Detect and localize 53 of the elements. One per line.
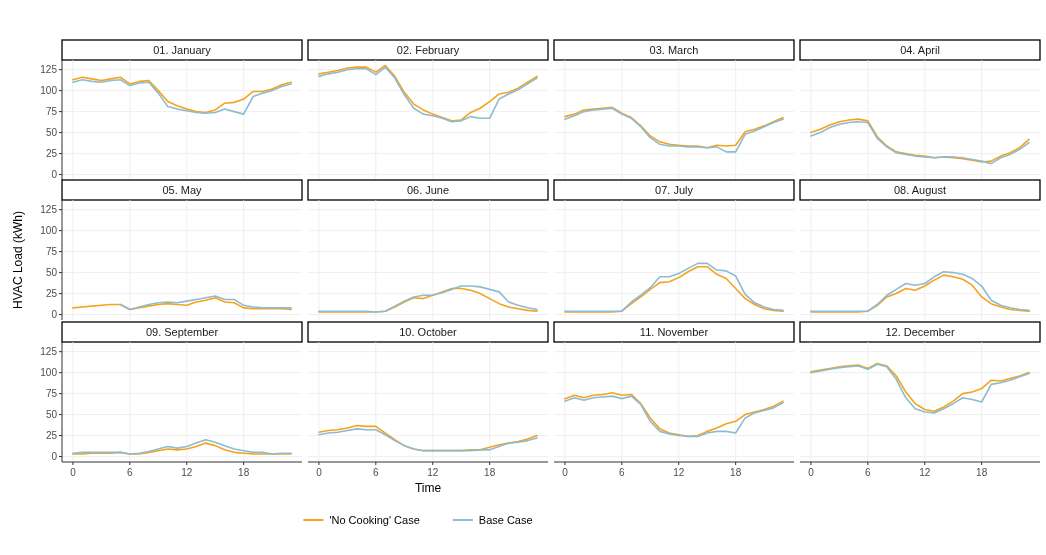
x-tick-label: 0: [808, 467, 815, 478]
y-axis-title: HVAC Load (kWh): [11, 211, 25, 309]
x-tick-label: 6: [865, 467, 872, 478]
y-tick-label: 75: [45, 388, 58, 400]
line-series: [72, 442, 292, 455]
x-tick-label: 18: [238, 467, 250, 478]
y-tick-label: 125: [40, 346, 58, 358]
x-tick-label: 12: [181, 467, 193, 478]
chart-title: 06. June: [406, 184, 450, 196]
chart-title: 03. March: [649, 44, 699, 56]
chart-title: 02. February: [396, 44, 460, 56]
x-tick-label: 6: [373, 467, 380, 478]
y-tick-label: 125: [40, 204, 58, 216]
y-tick-label: 125: [40, 64, 58, 76]
x-tick-label: 6: [127, 467, 134, 478]
x-tick-label: 0: [562, 467, 569, 478]
y-tick-label: 25: [45, 288, 58, 300]
chart-title: 05. May: [162, 184, 203, 196]
x-tick-label: 6: [619, 467, 626, 478]
y-tick-label: 50: [45, 267, 58, 279]
x-tick-label: 18: [730, 467, 742, 478]
legend-label: Base Case: [478, 513, 533, 526]
y-tick-label: 100: [40, 225, 58, 237]
y-tick-label: 0: [51, 169, 58, 181]
y-tick-label: 50: [45, 409, 58, 421]
y-tick-label: 75: [45, 246, 58, 258]
x-tick-label: 12: [427, 467, 439, 478]
y-tick-label: 25: [45, 148, 58, 160]
x-axis-title: Time: [414, 481, 442, 495]
x-tick-label: 0: [70, 467, 77, 478]
x-tick-label: 18: [484, 467, 496, 478]
y-tick-label: 100: [40, 85, 58, 97]
y-tick-label: 0: [51, 451, 58, 463]
chart-title: 12. December: [885, 326, 955, 338]
chart-title: 04. April: [900, 44, 940, 56]
y-tick-label: 75: [45, 106, 58, 118]
chart-title: 09. September: [145, 326, 219, 338]
legend-label: 'No Cooking' Case: [329, 513, 420, 526]
x-tick-label: 0: [316, 467, 323, 478]
line-series: [119, 295, 292, 311]
chart-title: 01. January: [153, 44, 212, 56]
y-tick-label: 50: [45, 127, 58, 139]
y-tick-label: 100: [40, 367, 58, 379]
chart-title: 10. October: [399, 326, 458, 338]
x-tick-label: 18: [976, 467, 988, 478]
chart-title: 07. July: [655, 184, 694, 196]
chart-title: 08. August: [894, 184, 946, 196]
x-tick-label: 12: [673, 467, 685, 478]
chart-title: 11. November: [639, 326, 709, 338]
y-tick-label: 25: [45, 430, 58, 442]
y-tick-label: 0: [51, 309, 58, 321]
x-tick-label: 12: [919, 467, 931, 478]
line-series: [72, 438, 292, 455]
